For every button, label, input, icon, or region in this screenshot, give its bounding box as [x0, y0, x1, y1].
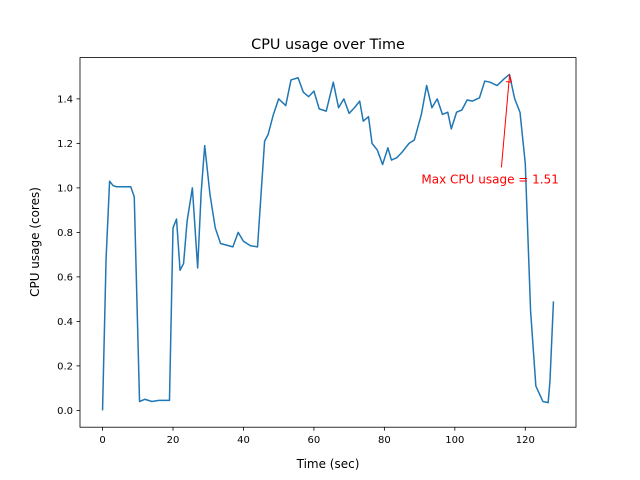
y-axis-label: CPU usage (cores)	[28, 187, 42, 297]
x-tick-label: 40	[237, 435, 250, 446]
annotation-arrow	[500, 76, 510, 168]
chart-title: CPU usage over Time	[251, 37, 405, 53]
x-tick-label: 120	[516, 435, 535, 446]
x-tick-label: 20	[167, 435, 180, 446]
y-tick-label: 0.0	[57, 406, 73, 417]
annotation-text: Max CPU usage = 1.51	[421, 172, 558, 186]
y-tick-label: 1.4	[57, 94, 73, 105]
y-tick-label: 1.2	[57, 139, 73, 150]
x-axis-label: Time (sec)	[296, 457, 360, 471]
y-tick-label: 0.8	[57, 228, 73, 239]
y-tick-label: 0.2	[57, 361, 73, 372]
y-tick-label: 1.0	[57, 183, 73, 194]
x-tick-label: 0	[99, 435, 105, 446]
y-tick-label: 0.6	[57, 272, 73, 283]
plot-frame	[79, 57, 577, 428]
x-tick-label: 100	[445, 435, 464, 446]
y-tick-label: 0.4	[57, 317, 73, 328]
data-line	[101, 73, 555, 411]
annotation-arrowhead	[506, 74, 513, 83]
x-tick-label: 80	[378, 435, 391, 446]
x-tick-label: 60	[308, 435, 321, 446]
